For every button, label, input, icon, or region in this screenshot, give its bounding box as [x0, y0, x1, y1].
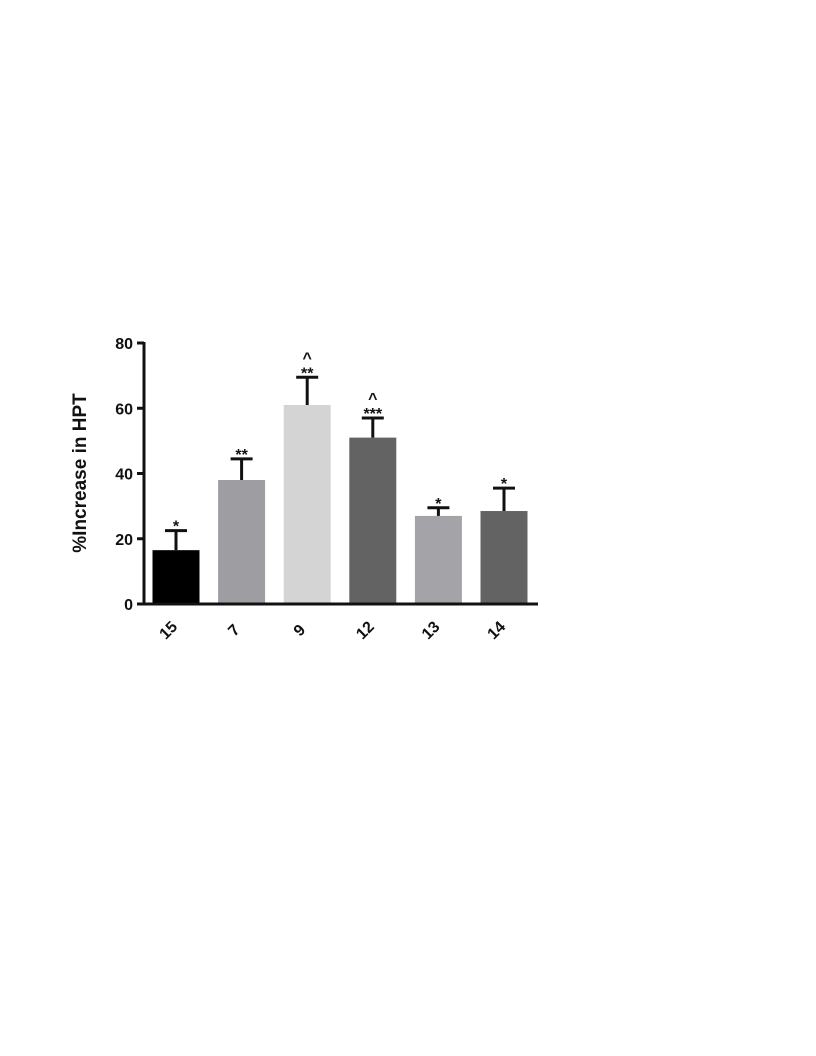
bar — [414, 515, 462, 603]
y-tick-label: 80 — [115, 336, 133, 353]
significance-label: ** — [235, 447, 248, 464]
axes — [142, 342, 538, 606]
significance-caret: ^ — [368, 391, 377, 408]
y-tick-label: 60 — [115, 401, 133, 418]
y-tick-label: 40 — [115, 467, 133, 484]
x-tick-label: 15 — [157, 618, 182, 643]
x-ticks: 15 7 9 12 13 14 — [157, 618, 510, 643]
significance-label: * — [173, 519, 180, 536]
y-tick-label: 20 — [115, 532, 133, 549]
bar — [283, 404, 331, 603]
significance-label: * — [435, 496, 442, 513]
bar — [152, 550, 200, 603]
x-tick-label: 7 — [225, 622, 243, 640]
significance-label: * — [501, 476, 508, 493]
bar — [218, 480, 266, 603]
y-ticks: 0 20 40 60 80 — [115, 336, 144, 614]
x-tick-label: 9 — [291, 622, 309, 640]
significance-caret: ^ — [303, 350, 312, 367]
significance-label: ** — [301, 365, 314, 382]
bar — [349, 437, 397, 603]
x-tick-label: 12 — [353, 618, 378, 643]
significance-label: *** — [363, 406, 382, 423]
y-axis-title: %Increase in HPT — [70, 393, 91, 553]
x-tick-label: 14 — [485, 618, 510, 643]
bar — [480, 511, 528, 603]
y-tick-label: 0 — [124, 597, 133, 614]
x-tick-label: 13 — [419, 618, 444, 643]
bars: *****^***^** — [152, 350, 528, 603]
